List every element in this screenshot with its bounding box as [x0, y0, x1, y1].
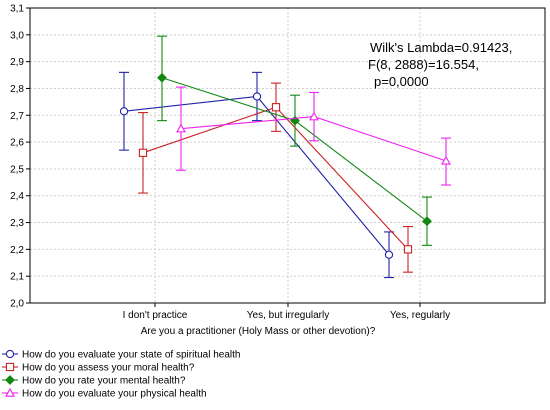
y-tick-label: 2,0	[10, 299, 24, 310]
grid	[30, 8, 545, 303]
data-point	[138, 148, 148, 157]
series-2	[138, 82, 413, 273]
data-point	[252, 92, 262, 101]
data-point	[441, 155, 451, 165]
y-tick-label: 2,3	[10, 218, 24, 229]
data-point	[157, 72, 167, 83]
legend-marker	[5, 349, 15, 359]
data-point	[309, 111, 319, 121]
legend-label: How do you evaluate your state of spirit…	[22, 350, 240, 361]
y-tick-label: 2,8	[10, 84, 24, 95]
stats-annotation: Wilk's Lambda=0.91423, F(8, 2888)=16.554,…	[368, 40, 512, 89]
y-tick-label: 2,6	[10, 138, 24, 149]
y-tick-label: 2,1	[10, 272, 24, 283]
data-point	[176, 123, 186, 133]
series-4	[176, 86, 451, 186]
stats-annotation-line: p=0,0000	[374, 74, 429, 89]
series-layer	[119, 35, 451, 279]
legend-marker	[5, 375, 15, 385]
data-point	[422, 216, 432, 227]
series-3	[157, 35, 432, 246]
legend-label: How do you assess your moral health?	[22, 363, 195, 374]
stats-annotation-line: F(8, 2888)=16.554,	[368, 57, 479, 72]
y-tick-label: 2,4	[10, 191, 24, 202]
y-tick-label: 2,7	[10, 111, 24, 122]
y-tick-label: 2,5	[10, 164, 24, 175]
data-point	[271, 103, 281, 112]
x-tick-label: Yes, regularly	[390, 310, 450, 321]
axes: 2,0 2,1 2,2 2,3 2,4 2,5 2,6 2,7 2,8 2,9 3,0 3,1 I do…	[10, 4, 546, 321]
legend-marker	[5, 362, 15, 372]
x-axis-title: Are you a practitioner (Holy Mass or oth…	[141, 326, 376, 337]
x-tick-label: Yes, but irregularly	[247, 310, 329, 321]
legend: How do you evaluate your state of spirit…	[2, 350, 240, 400]
data-point	[403, 245, 413, 254]
data-point	[119, 107, 129, 116]
legend-marker	[5, 387, 15, 397]
y-tick-label: 2,2	[10, 245, 24, 256]
x-tick-label: I don't practice	[123, 310, 188, 321]
y-tick-label: 2,9	[10, 57, 24, 68]
legend-label: How do you evaluate your physical health	[22, 389, 207, 400]
data-point	[384, 250, 394, 259]
y-tick-label: 3,0	[10, 30, 24, 41]
y-tick-label: 3,1	[10, 4, 24, 15]
legend-label: How do you rate your mental health?	[22, 376, 186, 387]
stats-annotation-line: Wilk's Lambda=0.91423,	[370, 40, 512, 55]
series-1	[119, 71, 394, 279]
